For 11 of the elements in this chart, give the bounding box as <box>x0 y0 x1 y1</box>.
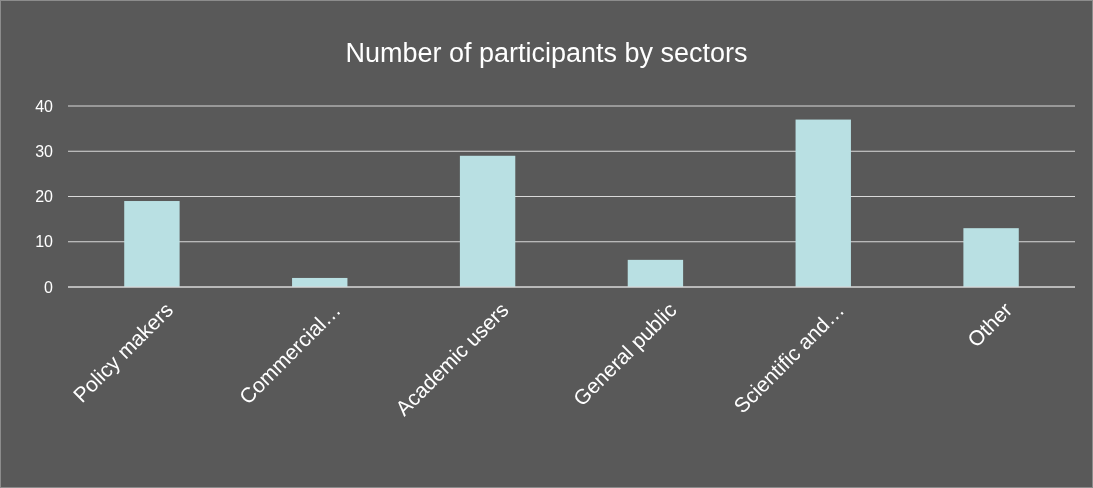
y-tick-label: 20 <box>35 188 54 206</box>
y-tick-label: 40 <box>35 97 54 115</box>
y-tick-label: 30 <box>35 142 54 160</box>
y-tick-label: 10 <box>35 233 54 251</box>
bar <box>459 155 516 287</box>
bar <box>795 119 851 287</box>
y-tick-label: 0 <box>44 278 54 296</box>
bar <box>963 228 1019 287</box>
bar <box>124 201 180 287</box>
chart-title: Number of participants by sectors <box>345 38 748 68</box>
bar <box>627 259 684 287</box>
